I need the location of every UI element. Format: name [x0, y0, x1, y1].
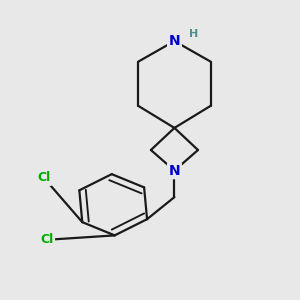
Text: Cl: Cl	[38, 172, 51, 184]
Text: Cl: Cl	[40, 233, 54, 246]
Text: N: N	[169, 164, 180, 178]
Text: H: H	[189, 29, 198, 39]
Text: N: N	[169, 34, 180, 48]
